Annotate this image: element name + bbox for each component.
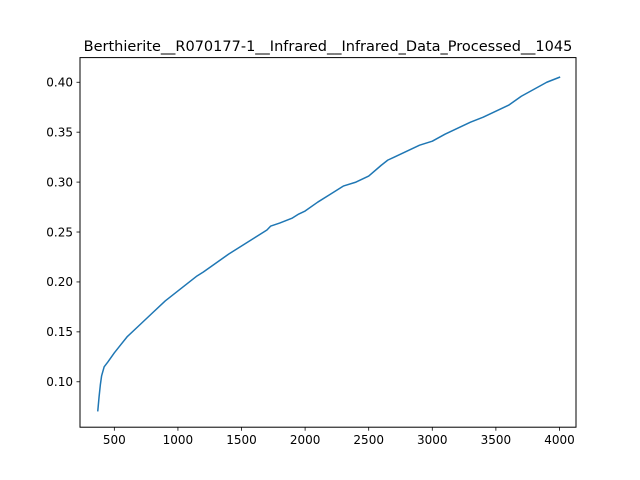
y-tick-label: 0.30 (46, 175, 73, 189)
x-tick-label: 1000 (163, 433, 194, 447)
x-tick-label: 4000 (544, 433, 575, 447)
x-tick-label: 3500 (481, 433, 512, 447)
series-line-0 (96, 76, 561, 412)
plot-frame (79, 57, 577, 428)
y-axis: 0.10 0.15 0.20 0.25 0.30 0.35 0.40 (46, 76, 80, 389)
y-tick-label: 0.20 (46, 275, 73, 289)
x-tick-label: 1500 (226, 433, 257, 447)
x-axis: 500 1000 1500 2000 2500 3000 3500 4000 (103, 427, 575, 447)
x-tick-label: 2000 (290, 433, 321, 447)
y-tick-label: 0.40 (46, 76, 73, 90)
y-tick-label: 0.15 (46, 325, 73, 339)
chart-title: Berthierite__R070177-1__Infrared__Infrar… (84, 39, 573, 55)
series-layer (96, 76, 561, 412)
y-tick-label: 0.10 (46, 375, 73, 389)
y-tick-label: 0.25 (46, 225, 73, 239)
y-tick-label: 0.35 (46, 125, 73, 139)
x-tick-label: 2500 (353, 433, 384, 447)
x-tick-label: 3000 (417, 433, 448, 447)
x-tick-label: 500 (103, 433, 126, 447)
